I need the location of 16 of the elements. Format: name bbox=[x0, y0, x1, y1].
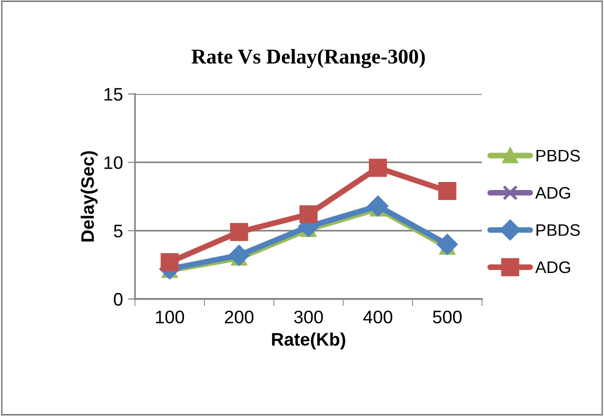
x-tick-label: 200 bbox=[224, 310, 254, 324]
y-tick-label: 15 bbox=[104, 88, 122, 101]
y-tick-label: 0 bbox=[114, 292, 122, 306]
legend-label: PBDS bbox=[536, 224, 580, 236]
chart-title: Rate Vs Delay(Range-300) bbox=[192, 48, 425, 68]
x-tick-label: 400 bbox=[363, 310, 392, 324]
x-tick-label: 100 bbox=[156, 310, 184, 324]
x-axis-title: Rate(Kb) bbox=[272, 332, 346, 350]
legend-label: ADG bbox=[535, 261, 570, 274]
x-tick-label: 300 bbox=[294, 310, 323, 324]
x-tick-label: 500 bbox=[432, 310, 462, 324]
y-tick-label: 5 bbox=[114, 224, 122, 238]
legend-label: PBDS bbox=[536, 150, 580, 162]
legend-label: ADG bbox=[535, 186, 570, 199]
y-tick-label: 10 bbox=[104, 156, 122, 170]
y-axis-title: Delay(Sec) bbox=[80, 151, 98, 242]
